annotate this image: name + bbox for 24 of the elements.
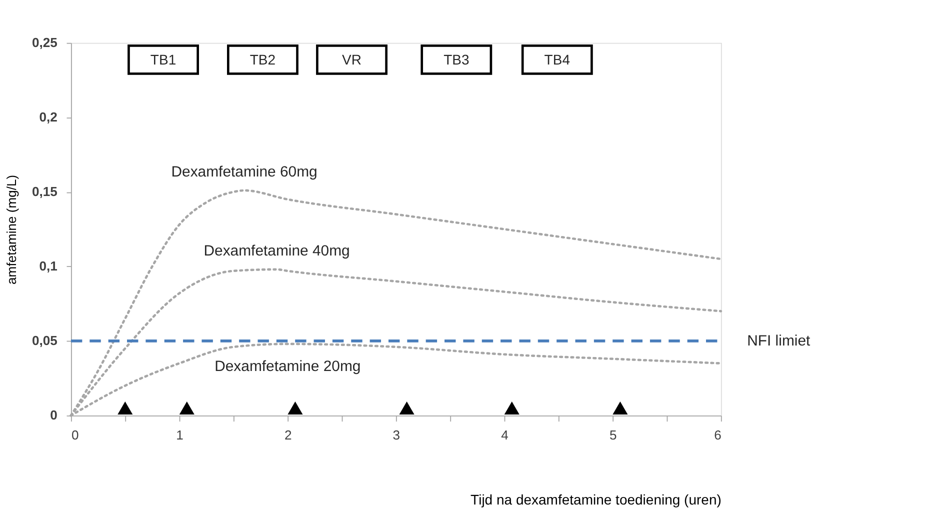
annotation: TB2 [250, 51, 276, 68]
annotation: TB1 [150, 51, 176, 68]
x-tick-label: 2 [284, 427, 292, 442]
annotation: TB3 [444, 51, 470, 68]
y-tick-label: 0 [50, 408, 58, 423]
x-tick-label: 5 [609, 427, 617, 442]
y-axis-title: amfetamine (mg/L) [4, 174, 20, 284]
y-tick-label: 0,2 [39, 110, 58, 125]
y-tick-label: 0,25 [32, 35, 58, 50]
x-axis-title: Tijd na dexamfetamine toediening (uren) [470, 492, 722, 508]
x-tick-label: 1 [176, 427, 184, 442]
x-tick-label: 6 [714, 427, 722, 442]
annotation: VR [342, 51, 362, 68]
y-tick-label: 0,15 [32, 184, 58, 200]
x-tick-label: 4 [501, 427, 508, 442]
ref-line-label: NFI limiet [747, 332, 812, 350]
x-tick-label: 0 [71, 427, 79, 442]
series-label: Dexamfetamine 40mg [204, 242, 350, 260]
series-label: Dexamfetamine 20mg [214, 358, 361, 376]
x-tick-label: 3 [392, 427, 400, 442]
annotation: TB4 [544, 51, 570, 68]
y-tick-label: 0,1 [39, 258, 58, 274]
y-tick-label: 0,05 [32, 333, 58, 348]
series-label: Dexamfetamine 60mg [171, 163, 318, 180]
